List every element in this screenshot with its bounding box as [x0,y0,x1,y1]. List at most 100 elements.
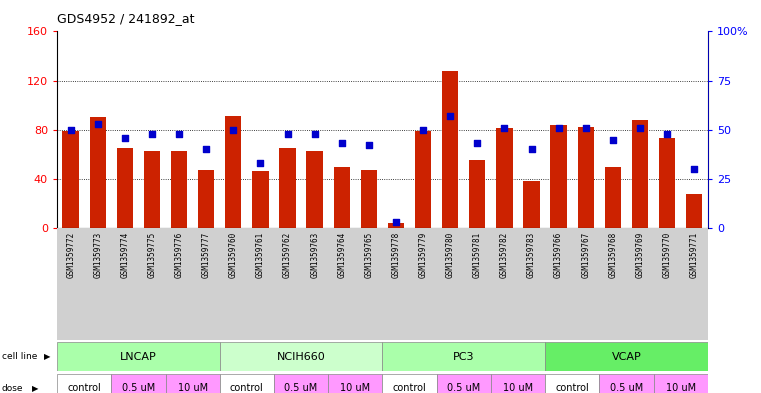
Bar [605,167,621,228]
Point [607,136,619,143]
Bar [220,342,382,371]
Text: GSM1359763: GSM1359763 [310,231,319,277]
Text: GSM1359779: GSM1359779 [419,231,428,277]
Point [498,125,511,131]
Bar [550,125,567,228]
Text: 0.5 uM: 0.5 uM [122,383,155,393]
Text: GSM1359776: GSM1359776 [174,231,183,277]
Text: control: control [67,383,101,393]
Bar [382,342,545,371]
Point [471,140,483,147]
Text: VCAP: VCAP [612,352,642,362]
Bar [165,374,220,393]
Bar [116,148,133,228]
Point [91,121,103,127]
Bar [632,120,648,228]
Bar [225,116,241,228]
Text: GSM1359774: GSM1359774 [120,231,129,277]
Bar [578,127,594,228]
Bar [361,170,377,228]
Text: PC3: PC3 [453,352,475,362]
Text: control: control [556,383,589,393]
Point [688,166,700,172]
Bar [220,374,274,393]
Bar [198,170,215,228]
Point [444,113,457,119]
Bar [252,171,269,228]
Text: control: control [393,383,426,393]
Point [525,146,537,152]
Text: dose: dose [2,384,23,393]
Text: GSM1359778: GSM1359778 [391,231,400,277]
Bar [171,151,187,228]
Text: ▶: ▶ [44,353,51,361]
Point [552,125,565,131]
Text: ▶: ▶ [32,384,39,393]
Text: 0.5 uM: 0.5 uM [610,383,643,393]
Text: GDS4952 / 241892_at: GDS4952 / 241892_at [57,12,195,25]
Text: 10 uM: 10 uM [503,383,533,393]
Point [363,142,375,149]
Text: 10 uM: 10 uM [340,383,371,393]
Point [254,160,266,166]
Bar [57,374,111,393]
Text: LNCAP: LNCAP [120,352,157,362]
Text: GSM1359775: GSM1359775 [148,231,157,277]
Point [119,134,131,141]
Bar [328,374,382,393]
Text: GSM1359760: GSM1359760 [229,231,237,277]
Point [65,127,77,133]
Bar [545,374,599,393]
Text: cell line: cell line [2,353,37,361]
Text: GSM1359783: GSM1359783 [527,231,536,277]
Point [417,127,429,133]
Point [146,130,158,137]
Bar [388,223,404,228]
Text: GSM1359781: GSM1359781 [473,231,482,277]
Point [390,219,402,225]
Text: GSM1359780: GSM1359780 [446,231,454,277]
Point [308,130,320,137]
Text: 10 uM: 10 uM [666,383,696,393]
Point [336,140,348,147]
Bar [654,374,708,393]
Bar [524,181,540,228]
Point [228,127,240,133]
Bar [279,148,295,228]
Point [282,130,294,137]
Point [173,130,185,137]
Text: GSM1359777: GSM1359777 [202,231,211,277]
Bar [415,131,431,228]
Text: GSM1359764: GSM1359764 [337,231,346,277]
Point [580,125,592,131]
Text: GSM1359782: GSM1359782 [500,231,509,277]
Bar [491,374,545,393]
Text: GSM1359767: GSM1359767 [581,231,591,277]
Bar [496,129,512,228]
Text: GSM1359771: GSM1359771 [689,231,699,277]
Point [200,146,212,152]
Text: GSM1359762: GSM1359762 [283,231,292,277]
Text: NCIH660: NCIH660 [277,352,326,362]
Point [634,125,646,131]
Text: 0.5 uM: 0.5 uM [447,383,480,393]
Bar [57,342,220,371]
Text: GSM1359769: GSM1359769 [635,231,645,277]
Text: 10 uM: 10 uM [177,383,208,393]
Text: GSM1359772: GSM1359772 [66,231,75,277]
Bar [686,193,702,228]
Bar [659,138,675,228]
Bar [545,342,708,371]
Text: GSM1359765: GSM1359765 [365,231,374,277]
Bar [90,118,106,228]
Text: GSM1359766: GSM1359766 [554,231,563,277]
Bar [274,374,328,393]
Text: 0.5 uM: 0.5 uM [285,383,317,393]
Bar [442,71,458,228]
Bar [437,374,491,393]
Bar [144,151,160,228]
Bar [307,151,323,228]
Text: GSM1359768: GSM1359768 [608,231,617,277]
Text: control: control [230,383,264,393]
Point [661,130,673,137]
